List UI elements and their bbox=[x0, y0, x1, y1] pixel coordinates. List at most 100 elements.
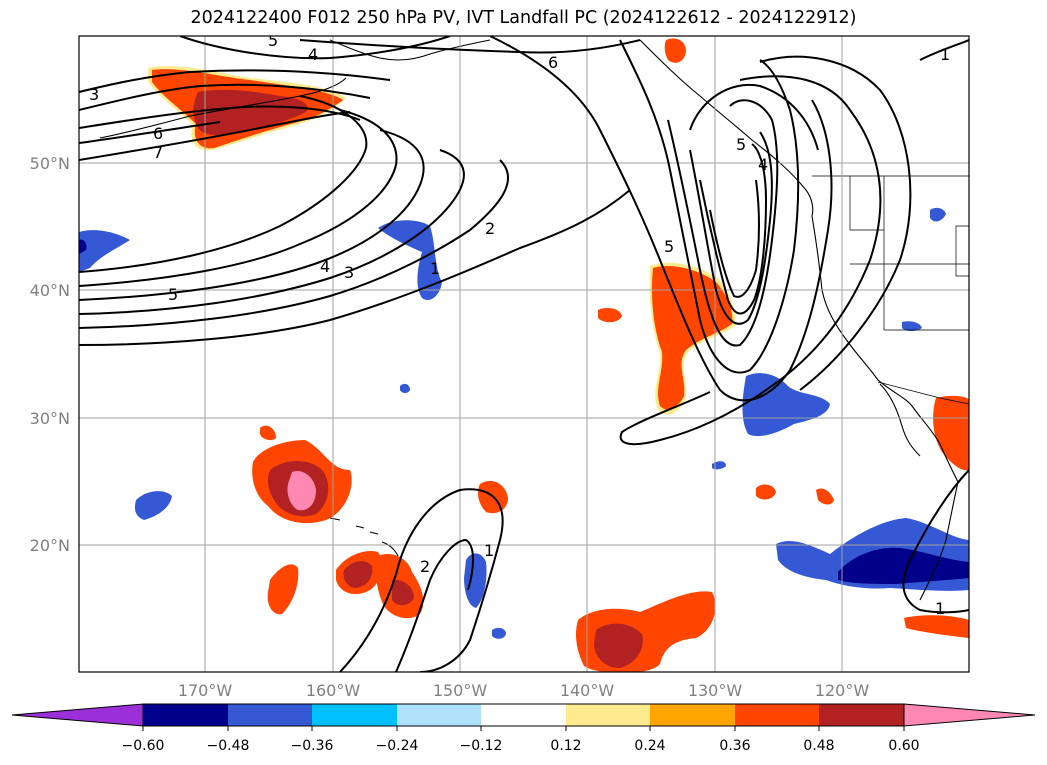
colorbar-tick-label: −0.48 bbox=[207, 738, 250, 754]
pv-fill-neg-small-2 bbox=[492, 627, 506, 639]
contour-hawaii-1 bbox=[339, 488, 504, 672]
gridlines bbox=[79, 36, 969, 672]
contour-ar-1 bbox=[489, 36, 833, 402]
contour-jet-7 bbox=[79, 111, 351, 161]
colorbar-segment bbox=[566, 704, 650, 726]
colorbar-segment bbox=[650, 704, 735, 726]
pv-fill-neg-dateline-core bbox=[79, 239, 87, 254]
colorbar-ticks bbox=[142, 726, 905, 731]
lon-label-170w: 170°W bbox=[178, 681, 233, 700]
lon-label-120w: 120°W bbox=[815, 681, 870, 700]
contour-north-2 bbox=[299, 39, 641, 54]
contour-ar-4 bbox=[689, 131, 773, 325]
colorbar-extend-low bbox=[11, 703, 144, 727]
political-borders bbox=[812, 175, 969, 405]
contour-hawaii-2 bbox=[395, 538, 474, 672]
pv-fill-south-blob-core bbox=[594, 623, 643, 668]
contour-label: 7 bbox=[153, 143, 163, 162]
colorbar-tick-label: −0.36 bbox=[291, 738, 334, 754]
contour-north-top bbox=[179, 36, 451, 60]
lon-label-160w: 160°W bbox=[306, 681, 361, 700]
contour-jet-10 bbox=[79, 83, 371, 111]
contour-ar-5 bbox=[699, 143, 768, 315]
colorbar-tick-label: 0.24 bbox=[634, 738, 665, 754]
pv-fill-mexico-coast bbox=[904, 615, 969, 638]
pv-fill-small-2 bbox=[756, 484, 776, 500]
colorbar-tick-label: −0.60 bbox=[122, 738, 165, 754]
colorbar-segment bbox=[819, 704, 904, 726]
colorbar-segment bbox=[481, 704, 566, 726]
colorbar-tick-label: 0.36 bbox=[719, 738, 750, 754]
contour-label: 1 bbox=[935, 599, 945, 618]
contour-label: 4 bbox=[758, 155, 768, 174]
contour-label: 5 bbox=[268, 31, 278, 50]
pv-fill-neg-california bbox=[742, 373, 830, 437]
contour-jet-6 bbox=[79, 95, 368, 273]
contour-jet-3 bbox=[79, 149, 465, 315]
colorbar-tick-label: 0.60 bbox=[888, 738, 919, 754]
contour-label: 3 bbox=[344, 263, 354, 282]
colorbar-tick-label: −0.24 bbox=[376, 738, 419, 754]
contour-label: 4 bbox=[320, 257, 330, 276]
contour-jet-2 bbox=[79, 159, 510, 329]
pv-fill-neg-south-east-core bbox=[838, 547, 969, 584]
contour-jet-9 bbox=[79, 105, 361, 129]
lon-label-140w: 140°W bbox=[560, 681, 615, 700]
contour-label: 5 bbox=[736, 135, 746, 154]
colorbar-tick-label: 0.12 bbox=[550, 738, 581, 754]
contour-ar-3 bbox=[667, 99, 779, 347]
contour-label: 1 bbox=[484, 541, 494, 560]
contour-jet-5 bbox=[79, 109, 398, 287]
pv-fill-north-pacific-central-max bbox=[287, 470, 316, 511]
contour-ar-outer-c bbox=[689, 83, 819, 151]
contour-label: 5 bbox=[168, 285, 178, 304]
colorbar: −0.60 −0.48 −0.36 −0.24 −0.12 0.12 0.24 … bbox=[11, 703, 1036, 754]
lon-label-130w: 130°W bbox=[688, 681, 743, 700]
colorbar-segment bbox=[143, 704, 228, 726]
contour-label: 4 bbox=[308, 45, 318, 64]
baja-coast bbox=[879, 383, 921, 457]
lat-label-50n: 50°N bbox=[30, 154, 70, 173]
contour-jet-8 bbox=[79, 121, 221, 144]
pv-fill-neg-small-3 bbox=[712, 461, 726, 470]
pv-fill-neg-small-1 bbox=[400, 383, 410, 393]
bc-coast bbox=[639, 39, 814, 217]
contour-label: 6 bbox=[153, 124, 163, 143]
contour-label: 1 bbox=[430, 259, 440, 278]
us-mexico-border bbox=[877, 381, 969, 405]
lon-label-150w: 150°W bbox=[433, 681, 488, 700]
pv-negative-fills bbox=[79, 207, 969, 639]
contour-label: 5 bbox=[664, 237, 674, 256]
pv-fill-west-small bbox=[267, 564, 299, 615]
pv-fill-small-1 bbox=[598, 308, 622, 323]
map-frame bbox=[78, 35, 970, 673]
contour-jet-4 bbox=[79, 129, 425, 301]
pv-fill-hawaii-west-core bbox=[343, 561, 373, 588]
contour-label: 1 bbox=[940, 45, 950, 64]
colorbar-extend-high bbox=[903, 703, 1036, 727]
colorbar-segment bbox=[312, 704, 397, 726]
pv-fill-neg-small-5 bbox=[902, 321, 922, 331]
map-title: 2024122400 F012 250 hPa PV, IVT Landfall… bbox=[190, 8, 857, 28]
contour-southeast bbox=[902, 469, 969, 614]
ivt-contours bbox=[79, 36, 969, 672]
contour-label: 2 bbox=[485, 219, 495, 238]
lat-label-40n: 40°N bbox=[30, 281, 70, 300]
pv-fill-small-4 bbox=[260, 425, 276, 441]
pv-fill-neg-small-4 bbox=[930, 207, 946, 222]
latitude-labels: 50°N 40°N 30°N 20°N bbox=[30, 154, 70, 555]
lat-label-20n: 20°N bbox=[30, 536, 70, 555]
contour-ar-outer-a bbox=[619, 75, 882, 446]
pv-fill-neg-north-central bbox=[378, 220, 442, 301]
us-west-coast bbox=[811, 215, 959, 483]
contour-jet-1 bbox=[79, 189, 631, 346]
state-borders bbox=[849, 176, 969, 331]
hawaii-islands bbox=[329, 517, 399, 557]
colorbar-segment bbox=[735, 704, 819, 726]
contour-label: 6 bbox=[548, 53, 558, 72]
pv-fill-alaska-panhandle bbox=[664, 38, 686, 63]
contour-label: 3 bbox=[89, 85, 99, 104]
colorbar-tick-label: 0.48 bbox=[803, 738, 834, 754]
colorbar-segment bbox=[397, 704, 481, 726]
contour-ar-6 bbox=[709, 179, 760, 298]
